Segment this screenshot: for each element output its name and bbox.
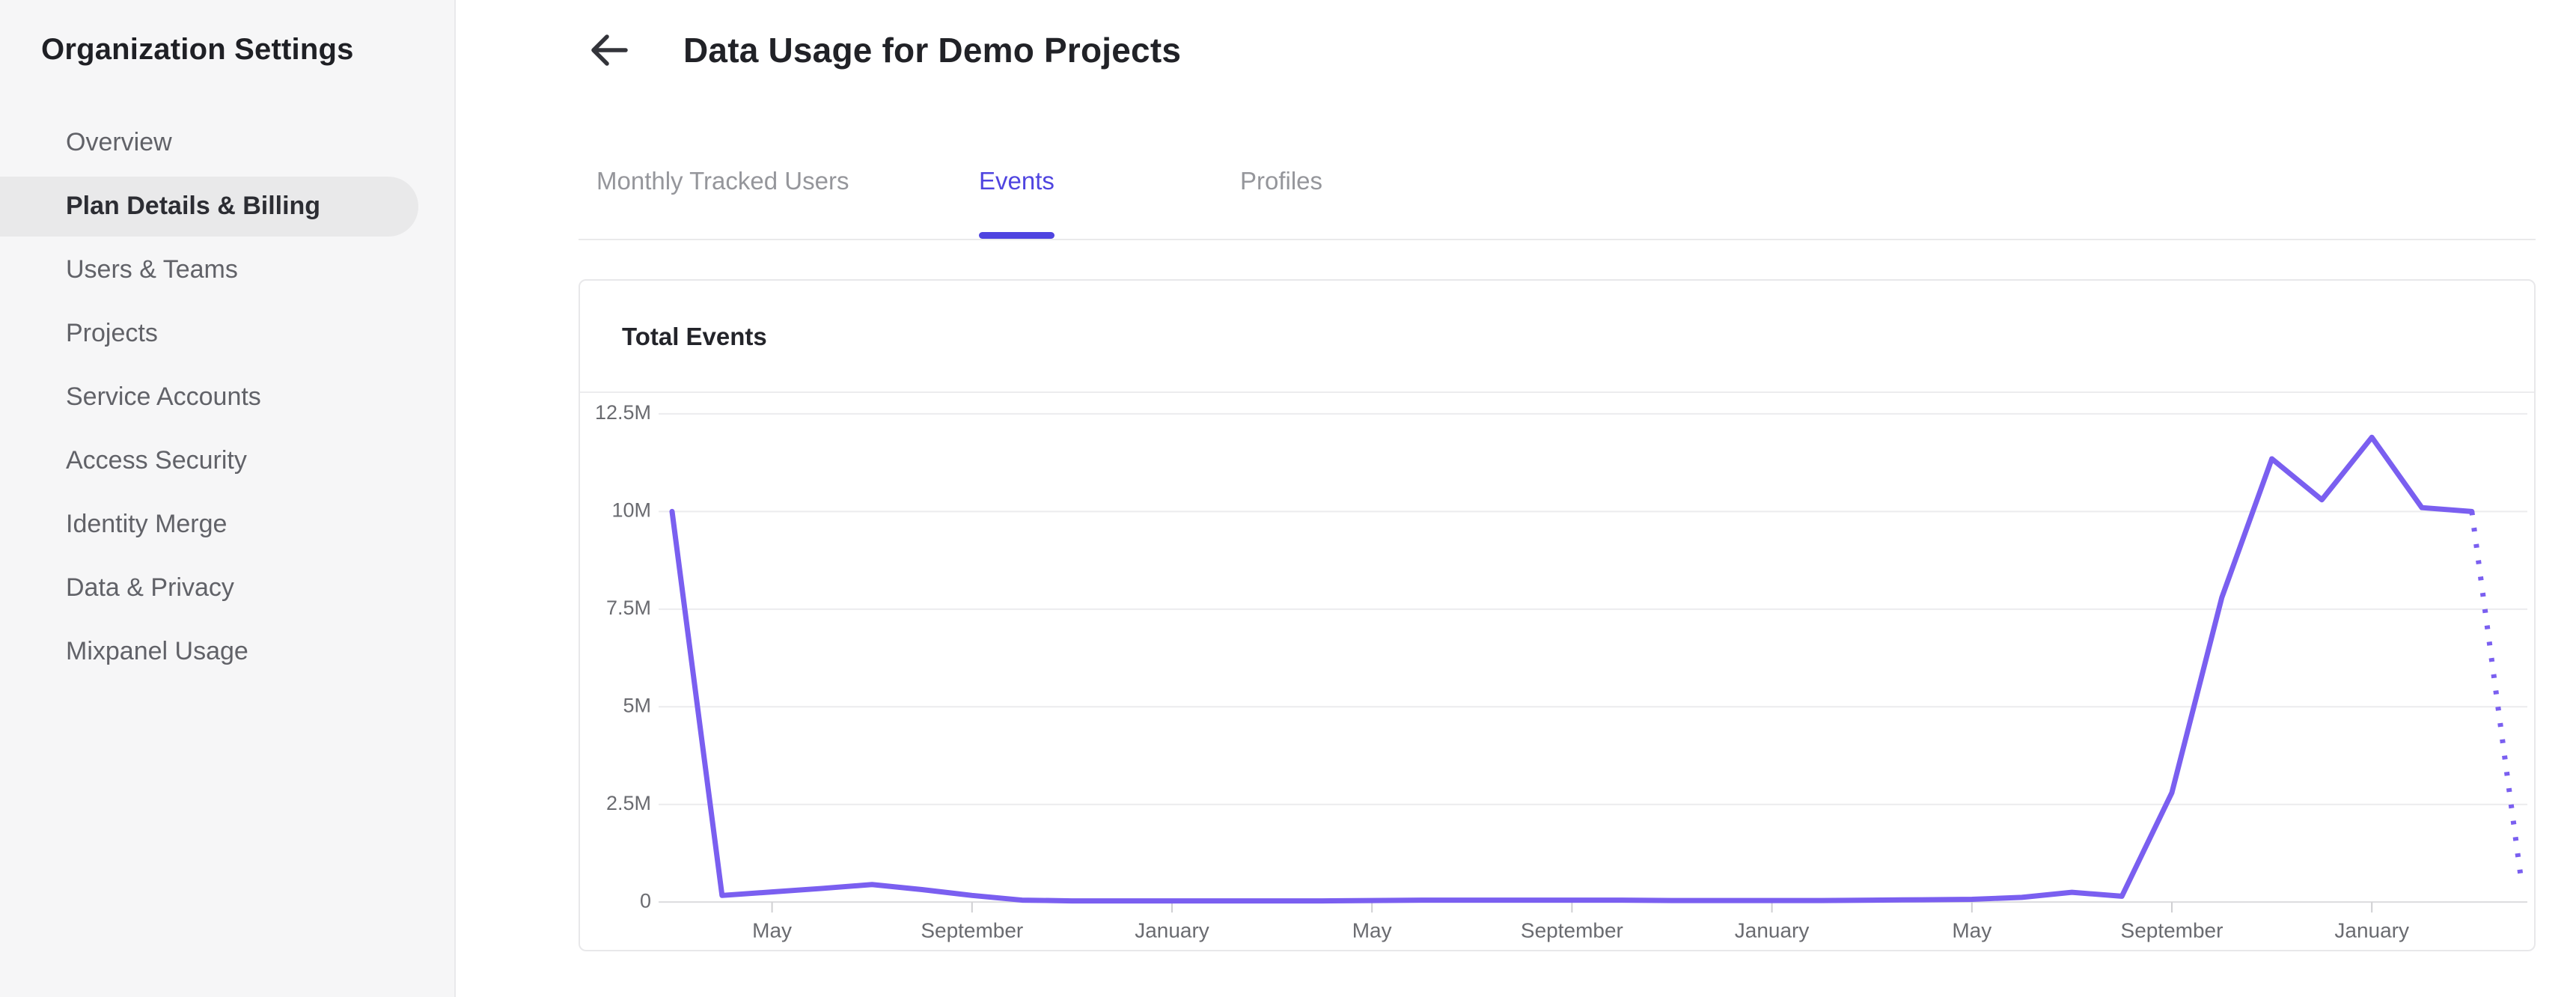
sidebar-item-label: Service Accounts bbox=[66, 382, 261, 411]
sidebar-item-label: Overview bbox=[66, 128, 172, 156]
tab-events[interactable]: Events bbox=[979, 167, 1054, 239]
x-axis-label: May bbox=[1352, 918, 1392, 942]
sidebar-item-label: Projects bbox=[66, 319, 158, 347]
line-chart-canvas[interactable]: 12.5M 10M 7.5M 5M 2.5M 0 May September January Ma… bbox=[580, 394, 2534, 950]
sidebar: Organization Settings Overview Plan Detai… bbox=[0, 0, 456, 997]
total-events-projection-line bbox=[2469, 510, 2525, 885]
sidebar-item-mixpanel-usage[interactable]: Mixpanel Usage bbox=[0, 620, 418, 683]
sidebar-item-label: Identity Merge bbox=[66, 510, 228, 538]
x-axis-label: January bbox=[1135, 918, 1209, 942]
tab-label: Events bbox=[979, 167, 1054, 195]
y-axis-label: 12.5M bbox=[595, 401, 651, 424]
sidebar-item-access-security[interactable]: Access Security bbox=[0, 429, 418, 493]
x-axis-label: January bbox=[1735, 918, 1810, 942]
x-axis-label: January bbox=[2334, 918, 2409, 942]
sidebar-nav: Overview Plan Details & Billing Users & Te… bbox=[0, 111, 454, 683]
y-axis-label: 5M bbox=[623, 694, 651, 716]
sidebar-item-label: Data & Privacy bbox=[66, 573, 234, 602]
page-title: Data Usage for Demo Projects bbox=[683, 31, 1182, 70]
sidebar-item-label: Plan Details & Billing bbox=[66, 192, 321, 220]
sidebar-item-users-teams[interactable]: Users & Teams bbox=[0, 238, 418, 302]
total-events-line bbox=[669, 434, 2475, 904]
card-header: Total Events bbox=[580, 281, 2534, 393]
back-button[interactable] bbox=[585, 27, 632, 75]
arrow-left-icon bbox=[589, 34, 628, 69]
total-events-card: Total Events 12.5M 10M 7.5M 5M 2.5M 0 May Septe… bbox=[579, 279, 2536, 951]
y-axis-label: 2.5M bbox=[606, 792, 651, 814]
tab-label: Profiles bbox=[1240, 167, 1323, 195]
tab-bar-divider bbox=[579, 239, 2536, 240]
x-axis-label: May bbox=[1952, 918, 1991, 942]
sidebar-item-label: Access Security bbox=[66, 446, 247, 475]
main-content: Data Usage for Demo Projects Monthly Tra… bbox=[456, 0, 2576, 997]
x-axis-label: May bbox=[752, 918, 792, 942]
active-tab-underline bbox=[979, 232, 1054, 239]
tab-monthly-tracked-users[interactable]: Monthly Tracked Users bbox=[596, 167, 849, 239]
total-events-chart[interactable]: 12.5M 10M 7.5M 5M 2.5M 0 May September January Ma… bbox=[580, 394, 2534, 950]
y-axis-label: 10M bbox=[611, 499, 651, 522]
y-axis-label: 7.5M bbox=[606, 597, 651, 619]
sidebar-item-service-accounts[interactable]: Service Accounts bbox=[0, 365, 418, 429]
sidebar-item-label: Users & Teams bbox=[66, 255, 238, 284]
x-axis-label: September bbox=[1521, 918, 1623, 942]
page-header: Data Usage for Demo Projects bbox=[456, 0, 2576, 90]
sidebar-item-overview[interactable]: Overview bbox=[0, 111, 418, 174]
tab-bar: Monthly Tracked Users Events Profiles bbox=[456, 0, 2576, 247]
x-axis-label: September bbox=[921, 918, 1023, 942]
sidebar-item-label: Mixpanel Usage bbox=[66, 637, 248, 665]
tab-label: Monthly Tracked Users bbox=[596, 167, 849, 195]
sidebar-item-plan-details-billing[interactable]: Plan Details & Billing bbox=[0, 176, 418, 237]
sidebar-item-data-privacy[interactable]: Data & Privacy bbox=[0, 556, 418, 620]
sidebar-item-identity-merge[interactable]: Identity Merge bbox=[0, 493, 418, 556]
sidebar-item-projects[interactable]: Projects bbox=[0, 302, 418, 365]
x-axis-label: September bbox=[2121, 918, 2224, 942]
y-axis-label: 0 bbox=[640, 889, 651, 912]
sidebar-title: Organization Settings bbox=[41, 33, 354, 66]
card-title: Total Events bbox=[622, 323, 767, 350]
tab-profiles[interactable]: Profiles bbox=[1240, 167, 1322, 239]
